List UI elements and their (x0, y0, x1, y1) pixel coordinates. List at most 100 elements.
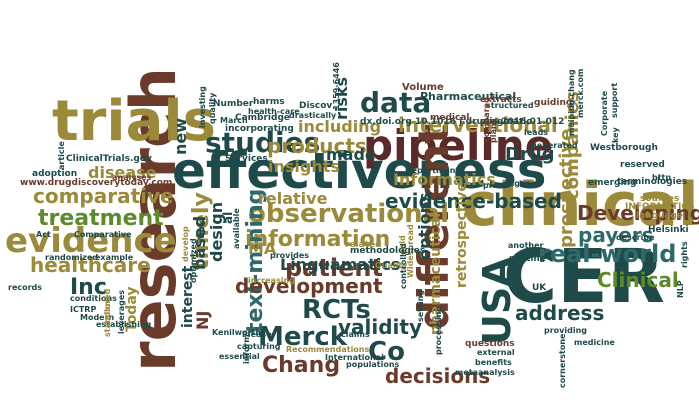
cloud-word: processing (434, 306, 443, 355)
cloud-word: comparative (33, 184, 174, 208)
cloud-word: RCTs (302, 295, 371, 325)
cloud-word: International (325, 353, 384, 362)
cloud-word: questions (465, 339, 515, 349)
cloud-word: incorporating (225, 124, 294, 134)
cloud-word: describe (616, 233, 655, 242)
cloud-word: methodologies (350, 246, 425, 256)
cloud-word: available (232, 208, 241, 249)
cloud-word: ICTRP (70, 305, 96, 314)
cloud-word: based (190, 216, 209, 270)
cloud-word: Discov (299, 101, 332, 111)
cloud-word: plans (489, 118, 498, 143)
cloud-word: Kenilworth (212, 328, 261, 337)
cloud-word: data (360, 86, 431, 119)
cloud-word: evidence-based (385, 189, 562, 213)
cloud-word: interventional (398, 113, 558, 137)
cloud-word: effectiveness (172, 142, 547, 200)
cloud-word: Recommendations (286, 345, 370, 354)
cloud-word: Department (405, 166, 459, 175)
cloud-word: medical (430, 113, 470, 123)
cloud-word: disease (88, 163, 157, 182)
cloud-word: health-care (248, 107, 300, 116)
cloud-word: emerging (588, 178, 636, 188)
cloud-word: Act (36, 230, 51, 239)
cloud-word: another (508, 241, 544, 250)
cloud-word: healthcare (30, 253, 151, 277)
cloud-word: development (235, 274, 383, 298)
cloud-word: Modern (80, 313, 115, 322)
cloud-word: investing (198, 86, 207, 128)
cloud-word: increasing (248, 276, 295, 285)
cloud-word: tailored (103, 288, 112, 324)
cloud-word: MA (248, 239, 277, 258)
cloud-word: Cambridge (235, 113, 290, 123)
cloud-word: harms (253, 97, 285, 107)
cloud-word: Corporate (600, 90, 609, 136)
cloud-word: retrospective (454, 182, 470, 288)
cloud-word: Chang (262, 353, 340, 378)
cloud-word: validity (338, 315, 422, 339)
cloud-word: Westborough (590, 143, 658, 153)
cloud-word: studies (205, 126, 320, 159)
cloud-word: capturing (237, 342, 281, 351)
cloud-word: conditions (70, 294, 117, 303)
cloud-word: Volume (402, 82, 444, 93)
cloud-word: Developing (577, 201, 699, 225)
cloud-word: generated (531, 141, 578, 150)
cloud-word: example (95, 253, 134, 262)
cloud-word: key (611, 126, 620, 143)
cloud-word: develop (181, 226, 190, 262)
cloud-word: inform (242, 334, 251, 364)
cloud-word: text-mining (243, 189, 268, 333)
cloud-word: drastically (289, 111, 337, 120)
cloud-word: clinical (462, 170, 699, 240)
cloud-word: relative (258, 189, 328, 208)
cloud-word: pipeline (363, 121, 553, 170)
cloud-word: interest (180, 265, 196, 328)
cloud-word: analyses (112, 173, 152, 182)
cloud-word: provides (270, 251, 309, 260)
cloud-word: essential (219, 352, 260, 361)
cloud-word: Quality (375, 261, 408, 270)
cloud-word: compared (482, 97, 491, 142)
cloud-word: new (171, 118, 190, 155)
cloud-word: guiding (534, 98, 572, 108)
cloud-word: pharmaceutical (428, 213, 444, 335)
cloud-word: March (220, 116, 248, 125)
cloud-word: INFORMATICS (625, 202, 695, 212)
cloud-word: NJ (193, 311, 212, 330)
cloud-word: Comparative (74, 230, 132, 239)
cloud-word: patient (285, 254, 383, 282)
cloud-word: Helsinki (648, 225, 689, 235)
cloud-word: Widespread (406, 224, 415, 278)
cloud-word: design (207, 202, 226, 262)
cloud-word: routine (509, 254, 546, 264)
cloud-word: observational (248, 199, 449, 229)
cloud-word: Linguamatics (280, 255, 400, 274)
cloud-word: options (415, 193, 434, 260)
cloud-word: article (57, 141, 66, 170)
cloud-word: ClinicalTrials.gov (66, 154, 152, 164)
cloud-word: decisions (385, 364, 490, 388)
cloud-word: support (610, 83, 619, 118)
cloud-word: structured (486, 101, 534, 110)
cloud-word: setting (416, 290, 425, 322)
cloud-word: Services (225, 154, 268, 164)
cloud-word: USA (475, 257, 519, 345)
cloud-word: press (483, 181, 508, 190)
cloud-word: trials (52, 89, 216, 154)
cloud-word: www.drugdiscoverytoday.com (20, 178, 172, 188)
cloud-word: meiping.chang (567, 69, 576, 136)
cloud-word: treatment (38, 206, 164, 231)
cloud-word: risks (332, 77, 351, 120)
cloud-word: payers (578, 223, 654, 247)
cloud-word: terminologies (617, 177, 687, 187)
cloud-word: gold (398, 235, 407, 255)
cloud-word: real-world (538, 240, 676, 268)
cloud-word: Number (213, 99, 254, 109)
cloud-word: Drug (505, 144, 555, 165)
cloud-word: NLP (676, 280, 685, 298)
cloud-word: medicine (574, 338, 615, 347)
